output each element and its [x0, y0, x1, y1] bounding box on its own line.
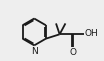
Text: N: N	[31, 47, 38, 56]
Text: O: O	[69, 48, 76, 57]
Text: OH: OH	[85, 29, 98, 38]
